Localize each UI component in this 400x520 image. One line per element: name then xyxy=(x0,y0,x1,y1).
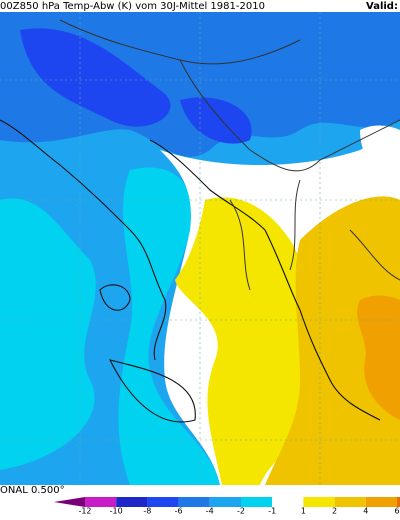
legend-tick-label: -2 xyxy=(237,507,245,516)
legend-tick-label: 1 xyxy=(301,507,306,516)
legend-swatch xyxy=(241,497,273,507)
legend-swatch xyxy=(85,497,117,507)
legend-tick-label: -12 xyxy=(78,507,91,516)
country-border xyxy=(59,19,400,291)
legend-swatch xyxy=(209,497,241,507)
legend-swatch xyxy=(303,497,335,507)
valid-label: Valid: xyxy=(366,1,398,12)
legend-tick-label: 6 xyxy=(394,507,399,516)
map xyxy=(0,12,400,486)
map-title: 00Z850 hPa Temp-Abw (K) vom 30J-Mittel 1… xyxy=(0,1,265,12)
legend-swatch xyxy=(334,497,366,507)
legend-tick-label: 4 xyxy=(363,507,368,516)
legend-swatch xyxy=(397,497,400,507)
legend-swatch xyxy=(178,497,210,507)
legend-swatch xyxy=(147,497,179,507)
very-cold-region xyxy=(20,28,171,127)
legend-swatch xyxy=(272,497,304,507)
projection-label: ONAL 0.500° xyxy=(0,485,65,496)
legend-swatch xyxy=(53,497,85,507)
legend-tick-label: -10 xyxy=(110,507,123,516)
neutral-region xyxy=(360,125,400,190)
hot-region xyxy=(357,295,400,420)
coastline xyxy=(0,119,381,421)
warm-region xyxy=(175,197,330,486)
very-cold-region xyxy=(180,97,252,144)
legend-tick-label: 2 xyxy=(332,507,337,516)
legend-tick-label: -8 xyxy=(143,507,151,516)
island xyxy=(99,284,196,423)
graticule xyxy=(0,12,400,485)
cool-region xyxy=(0,198,96,470)
legend-tick-label: -4 xyxy=(206,507,214,516)
legend-swatch xyxy=(365,497,397,507)
legend-swatch xyxy=(116,497,148,507)
legend-tick-label: -1 xyxy=(268,507,276,516)
legend-tick-label: -6 xyxy=(175,507,183,516)
header-bar xyxy=(0,0,400,12)
